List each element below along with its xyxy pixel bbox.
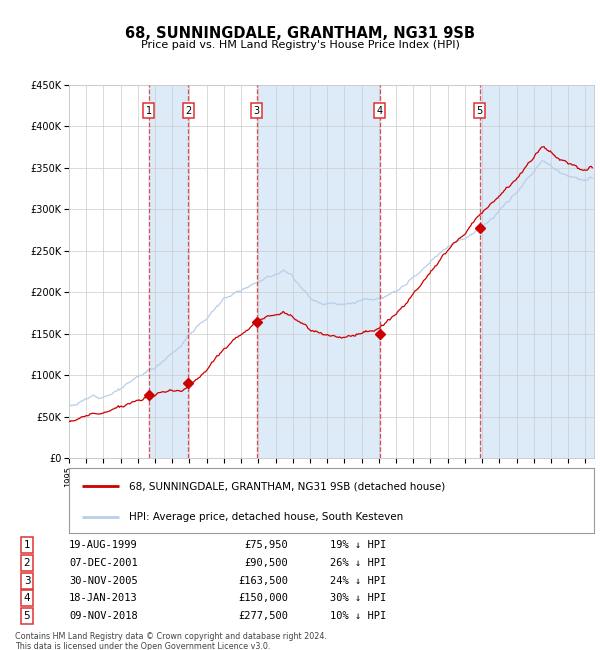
Text: 2: 2 <box>23 558 31 568</box>
Text: 18-JAN-2013: 18-JAN-2013 <box>69 593 138 603</box>
Text: 68, SUNNINGDALE, GRANTHAM, NG31 9SB (detached house): 68, SUNNINGDALE, GRANTHAM, NG31 9SB (det… <box>130 481 446 491</box>
Text: This data is licensed under the Open Government Licence v3.0.: This data is licensed under the Open Gov… <box>15 642 271 650</box>
Bar <box>149 84 188 458</box>
Text: 07-DEC-2001: 07-DEC-2001 <box>69 558 138 568</box>
Text: 4: 4 <box>376 106 383 116</box>
Text: Contains HM Land Registry data © Crown copyright and database right 2024.: Contains HM Land Registry data © Crown c… <box>15 632 327 642</box>
Text: £75,950: £75,950 <box>244 540 288 550</box>
Bar <box>479 84 594 458</box>
Text: HPI: Average price, detached house, South Kesteven: HPI: Average price, detached house, Sout… <box>130 512 404 522</box>
Text: 1: 1 <box>23 540 31 550</box>
Text: 19-AUG-1999: 19-AUG-1999 <box>69 540 138 550</box>
Text: 30-NOV-2005: 30-NOV-2005 <box>69 576 138 586</box>
Text: 5: 5 <box>23 611 31 621</box>
Text: Price paid vs. HM Land Registry's House Price Index (HPI): Price paid vs. HM Land Registry's House … <box>140 40 460 50</box>
Bar <box>257 84 380 458</box>
Text: £163,500: £163,500 <box>238 576 288 586</box>
Text: 24% ↓ HPI: 24% ↓ HPI <box>330 576 386 586</box>
Text: £90,500: £90,500 <box>244 558 288 568</box>
Text: 3: 3 <box>254 106 260 116</box>
Text: 09-NOV-2018: 09-NOV-2018 <box>69 611 138 621</box>
Text: 4: 4 <box>23 593 31 603</box>
Text: £150,000: £150,000 <box>238 593 288 603</box>
Text: £277,500: £277,500 <box>238 611 288 621</box>
Text: 5: 5 <box>476 106 482 116</box>
Text: 19% ↓ HPI: 19% ↓ HPI <box>330 540 386 550</box>
Text: 68, SUNNINGDALE, GRANTHAM, NG31 9SB: 68, SUNNINGDALE, GRANTHAM, NG31 9SB <box>125 26 475 41</box>
Text: 1: 1 <box>146 106 152 116</box>
Text: 2: 2 <box>185 106 191 116</box>
Text: 3: 3 <box>23 576 31 586</box>
Text: 10% ↓ HPI: 10% ↓ HPI <box>330 611 386 621</box>
Text: 26% ↓ HPI: 26% ↓ HPI <box>330 558 386 568</box>
Text: 30% ↓ HPI: 30% ↓ HPI <box>330 593 386 603</box>
